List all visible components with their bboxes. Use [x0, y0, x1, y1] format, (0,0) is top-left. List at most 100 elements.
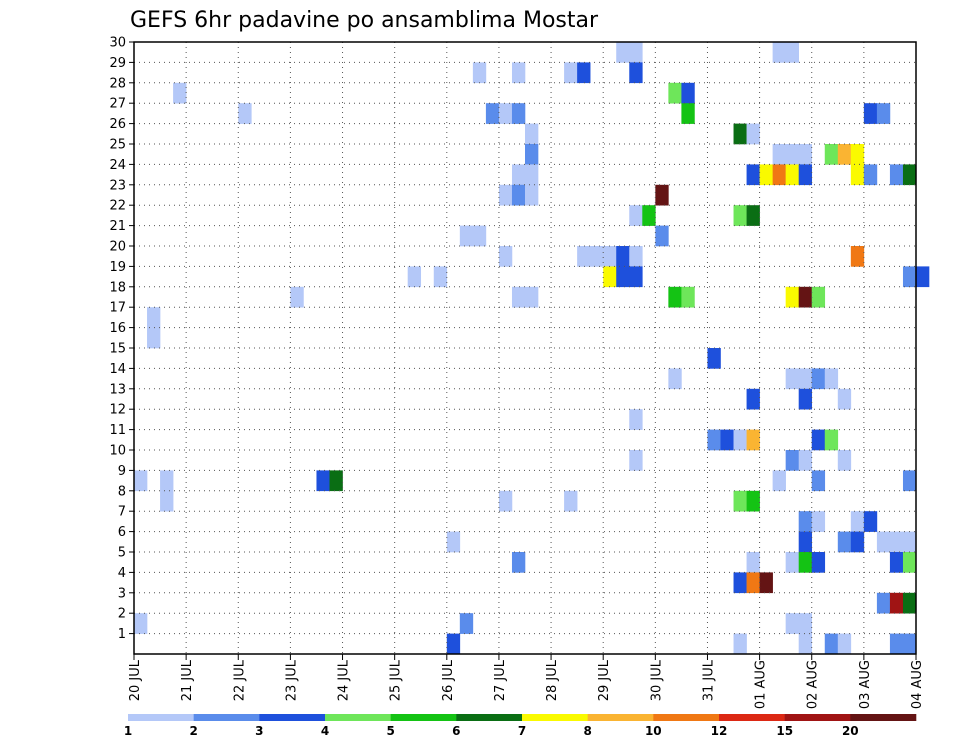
- x-tick-label: 01 AUG: [754, 660, 769, 709]
- y-tick-label: 4: [118, 566, 126, 581]
- heatmap-cell: [160, 470, 174, 492]
- heatmap-cell: [746, 572, 760, 594]
- heatmap-cell: [863, 511, 878, 532]
- heatmap-cell: [498, 103, 513, 124]
- heatmap-cell: [459, 613, 474, 634]
- heatmap-cell: [798, 286, 813, 308]
- colorbar-swatch: [259, 714, 326, 721]
- chart-title: GEFS 6hr padavine po ansamblima Mostar: [130, 8, 599, 33]
- heatmap-cell: [824, 429, 839, 451]
- heatmap-cell: [824, 368, 839, 390]
- heatmap-cell: [173, 82, 187, 104]
- heatmap-cell: [759, 572, 773, 594]
- heatmap-cell: [134, 470, 148, 492]
- heatmap-cell: [733, 633, 747, 655]
- colorbar-label: 2: [190, 724, 198, 738]
- heatmap-cell: [733, 490, 747, 512]
- colorbar-label: 12: [711, 724, 728, 738]
- colorbar: 1 2 3 4 5 6 7 8 10 12 15 20: [124, 714, 917, 738]
- colorbar-swatch: [653, 714, 720, 721]
- colorbar-swatch: [587, 714, 654, 721]
- heatmap-cell: [902, 552, 917, 573]
- heatmap-cell: [668, 368, 682, 390]
- x-tick-label: 30 JUL: [649, 659, 664, 701]
- heatmap-cell: [564, 490, 578, 512]
- y-tick-label: 12: [109, 403, 126, 418]
- y-tick-label: 26: [109, 117, 126, 132]
- heatmap-cell: [772, 470, 786, 492]
- heatmap-cell: [876, 531, 891, 553]
- heatmap-cell: [824, 633, 839, 655]
- x-tick-label: 25 JUL: [389, 659, 404, 701]
- heatmap-cell: [850, 511, 865, 532]
- heatmap-cell: [863, 164, 878, 186]
- y-tick-label: 13: [109, 382, 126, 397]
- heatmap-cell: [798, 531, 813, 553]
- heatmap-cell: [446, 531, 461, 553]
- heatmap-cell: [498, 246, 513, 267]
- heatmap-cell: [290, 286, 304, 308]
- heatmap-cell: [629, 62, 643, 84]
- colorbar-swatch: [719, 714, 785, 721]
- heatmap-cell: [798, 388, 813, 410]
- x-tick-label: 31 JUL: [702, 659, 717, 701]
- heatmap-cell: [681, 82, 695, 104]
- heatmap-cell: [798, 633, 813, 655]
- heatmap-cell: [746, 388, 760, 410]
- heatmap-cell: [811, 429, 826, 451]
- heatmap-cell: [889, 531, 904, 553]
- heatmap-cell: [629, 450, 643, 471]
- y-tick-label: 7: [118, 505, 126, 520]
- heatmap-cell: [498, 184, 513, 206]
- colorbar-label: 1: [124, 724, 132, 738]
- y-tick-label: 6: [118, 525, 126, 540]
- heatmap-cell: [785, 450, 799, 471]
- heatmap-cell: [472, 62, 487, 84]
- heatmap-cell: [511, 184, 526, 206]
- heatmap-cell: [329, 470, 343, 492]
- y-tick-label: 1: [118, 627, 126, 642]
- heatmap-cell: [850, 164, 865, 186]
- y-tick-label: 5: [118, 546, 126, 561]
- heatmap-cell: [147, 327, 161, 349]
- heatmap-cell: [668, 286, 682, 308]
- colorbar-swatch: [784, 714, 851, 721]
- y-tick-label: 2: [118, 607, 126, 622]
- heatmap-cell: [577, 246, 591, 267]
- heatmap-cell: [590, 246, 604, 267]
- heatmap-cell: [876, 103, 891, 124]
- heatmap-cell: [863, 103, 878, 124]
- heatmap-cell: [889, 592, 904, 614]
- x-tick-label: 23 JUL: [284, 659, 299, 701]
- heatmap-cell: [772, 144, 786, 165]
- heatmap-cell: [629, 266, 643, 288]
- heatmap-cell: [850, 246, 865, 267]
- y-tick-label: 28: [109, 76, 126, 91]
- y-tick-label: 9: [118, 464, 126, 479]
- heatmap-cell: [746, 429, 760, 451]
- heatmap-cell: [811, 368, 826, 390]
- heatmap-cell: [837, 388, 852, 410]
- colorbar-swatch: [522, 714, 588, 721]
- y-tick-label: 15: [109, 342, 126, 357]
- x-tick-label: 28 JUL: [545, 659, 560, 701]
- heatmap-cell: [733, 572, 747, 594]
- heatmap-cell: [785, 164, 799, 186]
- y-tick-label: 24: [109, 158, 126, 173]
- heatmap-cell: [876, 592, 891, 614]
- heatmap-cell: [629, 246, 643, 267]
- heatmap-cell: [785, 286, 799, 308]
- y-tick-label: 25: [109, 138, 126, 153]
- colorbar-label: 6: [452, 724, 460, 738]
- heatmap-cell: [785, 42, 799, 63]
- x-tick-label: 02 AUG: [806, 660, 821, 709]
- heatmap-cell: [785, 144, 799, 165]
- colorbar-label: 10: [645, 724, 662, 738]
- y-tick-label: 20: [109, 240, 126, 255]
- x-tick-label: 21 JUL: [180, 659, 195, 701]
- heatmap-cell: [785, 613, 799, 634]
- heatmap-cell: [837, 531, 852, 553]
- heatmap-cell: [525, 123, 539, 145]
- colorbar-swatch: [325, 714, 391, 721]
